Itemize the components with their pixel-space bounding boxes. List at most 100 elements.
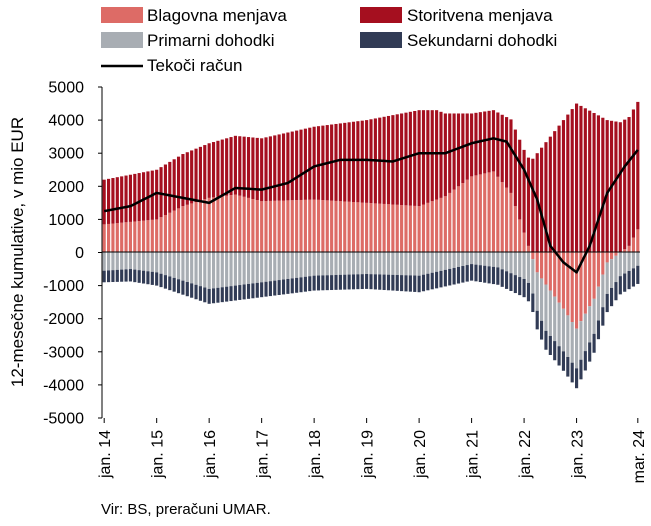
bar-storitvena	[120, 176, 124, 223]
bar-blagovna	[185, 204, 189, 253]
bar-primarni	[443, 252, 447, 270]
bar-sekundarni	[592, 333, 596, 353]
bar-blagovna	[120, 222, 124, 253]
bar-primarni	[382, 252, 386, 275]
bar-blagovna	[190, 203, 194, 253]
bar-storitvena	[334, 123, 338, 201]
bar-storitvena	[413, 111, 417, 206]
bar-storitvena	[636, 101, 640, 230]
y-tick-label: -1000	[43, 278, 84, 295]
bar-sekundarni	[513, 275, 517, 294]
bar-storitvena	[588, 110, 592, 253]
bar-storitvena	[351, 121, 356, 203]
bar-storitvena	[618, 122, 622, 253]
bar-storitvena	[146, 171, 150, 221]
bar-blagovna	[268, 200, 272, 253]
bar-sekundarni	[299, 277, 303, 293]
bar-sekundarni	[470, 264, 474, 281]
bar-sekundarni	[395, 274, 399, 291]
bar-storitvena	[211, 142, 216, 198]
bar-blagovna	[343, 201, 347, 253]
bar-blagovna	[150, 219, 154, 253]
bar-blagovna	[421, 204, 426, 253]
bar-sekundarni	[443, 269, 447, 287]
bar-sekundarni	[133, 269, 137, 283]
bar-storitvena	[526, 157, 531, 246]
bar-sekundarni	[474, 264, 478, 282]
bar-sekundarni	[176, 279, 181, 294]
bar-blagovna	[605, 252, 609, 263]
bar-primarni	[203, 252, 207, 288]
bar-sekundarni	[229, 286, 233, 302]
bar-storitvena	[540, 147, 544, 253]
bar-sekundarni	[146, 271, 150, 285]
bar-storitvena	[299, 129, 303, 200]
bar-blagovna	[448, 192, 452, 253]
bar-sekundarni	[636, 265, 640, 284]
bar-blagovna	[544, 252, 548, 285]
bar-blagovna	[351, 202, 356, 253]
bar-blagovna	[570, 252, 574, 323]
bar-sekundarni	[220, 287, 224, 303]
bar-sekundarni	[601, 307, 605, 326]
bar-primarni	[321, 252, 325, 276]
bar-sekundarni	[627, 270, 631, 290]
bar-sekundarni	[347, 274, 351, 290]
bar-primarni	[312, 252, 316, 276]
bar-storitvena	[225, 138, 229, 196]
bar-primarni	[146, 252, 150, 272]
bar-sekundarni	[618, 276, 622, 295]
legend-swatch-primarni	[101, 32, 143, 48]
bar-storitvena	[303, 128, 307, 200]
bar-primarni	[439, 252, 443, 271]
bar-storitvena	[229, 137, 233, 196]
bar-blagovna	[330, 200, 334, 253]
bar-storitvena	[443, 113, 447, 197]
bar-sekundarni	[233, 285, 237, 301]
x-tick-label: jan. 17	[255, 430, 272, 479]
legend-swatch-storitvena	[360, 7, 402, 23]
bar-blagovna	[417, 206, 421, 253]
bar-primarni	[491, 252, 496, 267]
bar-primarni	[286, 252, 290, 279]
bar-storitvena	[561, 120, 566, 253]
bar-storitvena	[548, 136, 552, 253]
bar-sekundarni	[531, 293, 535, 313]
bar-primarni	[614, 255, 618, 283]
bar-sekundarni	[102, 270, 106, 283]
bar-primarni	[478, 252, 482, 266]
bar-blagovna	[198, 200, 202, 253]
bar-primarni	[351, 252, 356, 275]
bar-sekundarni	[295, 277, 299, 293]
bar-primarni	[592, 298, 596, 334]
y-tick-label: -4000	[43, 377, 84, 394]
bar-primarni	[474, 252, 478, 265]
bar-storitvena	[343, 122, 347, 202]
bar-blagovna	[535, 252, 539, 273]
bar-sekundarni	[483, 265, 487, 283]
bar-storitvena	[470, 113, 474, 177]
bar-sekundarni	[246, 283, 251, 299]
bar-blagovna	[106, 223, 111, 253]
bar-sekundarni	[614, 282, 618, 301]
bar-blagovna	[325, 200, 329, 253]
y-tick-label: -2000	[43, 311, 84, 328]
bar-storitvena	[172, 159, 176, 211]
bar-sekundarni	[251, 283, 255, 299]
bar-blagovna	[601, 252, 605, 275]
bar-primarni	[281, 252, 286, 280]
bar-blagovna	[483, 173, 487, 253]
bar-primarni	[400, 252, 404, 276]
bar-storitvena	[487, 110, 491, 173]
bar-primarni	[207, 252, 211, 289]
bar-blagovna	[308, 199, 312, 253]
x-tick-label: jan. 21	[465, 430, 482, 479]
bar-blagovna	[251, 198, 255, 253]
bar-storitvena	[246, 137, 251, 198]
bar-blagovna	[176, 208, 181, 253]
bar-storitvena	[426, 110, 430, 203]
bar-primarni	[181, 252, 185, 281]
bar-primarni	[452, 252, 456, 268]
bar-storitvena	[557, 125, 561, 253]
